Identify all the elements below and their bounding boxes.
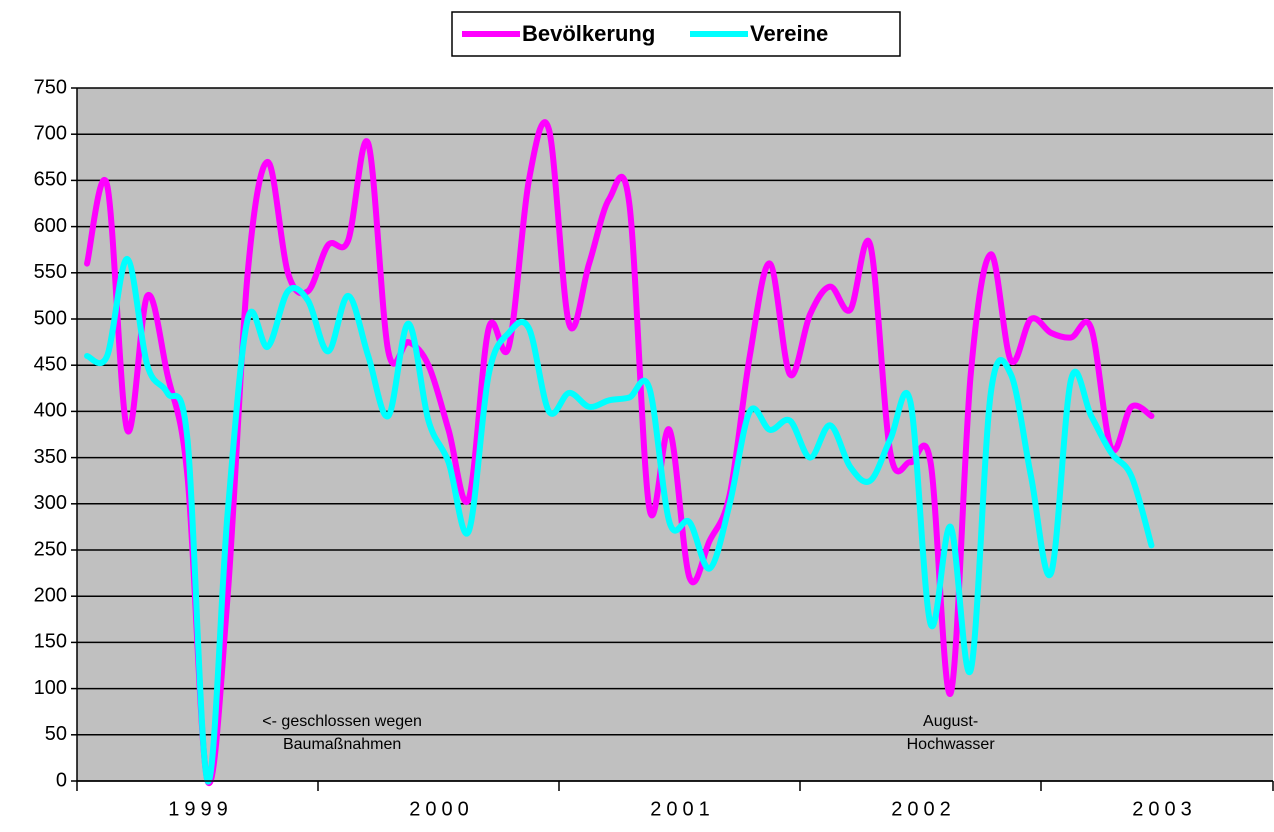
grid <box>77 87 1273 782</box>
legend-label: Bevölkerung <box>522 21 655 46</box>
x-group-label: 2002 <box>891 798 956 820</box>
legend <box>451 11 901 57</box>
series-line <box>84 255 1155 785</box>
y-tick-label: 250 <box>34 538 67 560</box>
y-tick-label: 450 <box>34 353 67 375</box>
annotation: Hochwasser <box>907 736 996 753</box>
legend-label: Vereine <box>750 21 828 46</box>
series-line <box>84 119 1155 787</box>
annotation: <- geschlossen wegen <box>262 713 422 730</box>
y-tick-label: 650 <box>34 169 67 191</box>
x-group-label: 1999 <box>168 798 233 820</box>
y-tick-label: 100 <box>34 677 67 699</box>
y-tick-label: 0 <box>56 769 67 791</box>
y-tick-label: 350 <box>34 446 67 468</box>
y-tick-label: 150 <box>34 631 67 653</box>
y-tick-label: 500 <box>34 307 67 329</box>
annotation: Baumaßnahmen <box>283 736 401 753</box>
y-tick-label: 750 <box>34 76 67 98</box>
y-tick-label: 550 <box>34 261 67 283</box>
legend-items: Bevölkerung Vereine <box>462 21 828 46</box>
y-tick-label: 300 <box>34 492 67 514</box>
lines <box>84 119 1155 787</box>
axes: 0 50 100 150 200 250 300 350 400 450 500 550 600 650 7… <box>34 76 1274 820</box>
x-group-label: 2000 <box>409 798 474 820</box>
y-tick-label: 700 <box>34 122 67 144</box>
y-tick-label: 200 <box>34 584 67 606</box>
y-tick-label: 50 <box>45 723 67 745</box>
annotation: August- <box>923 713 978 730</box>
x-group-label: 2003 <box>1132 798 1197 820</box>
y-tick-label: 600 <box>34 215 67 237</box>
x-group-label: 2001 <box>650 798 715 820</box>
y-tick-label: 400 <box>34 400 67 422</box>
